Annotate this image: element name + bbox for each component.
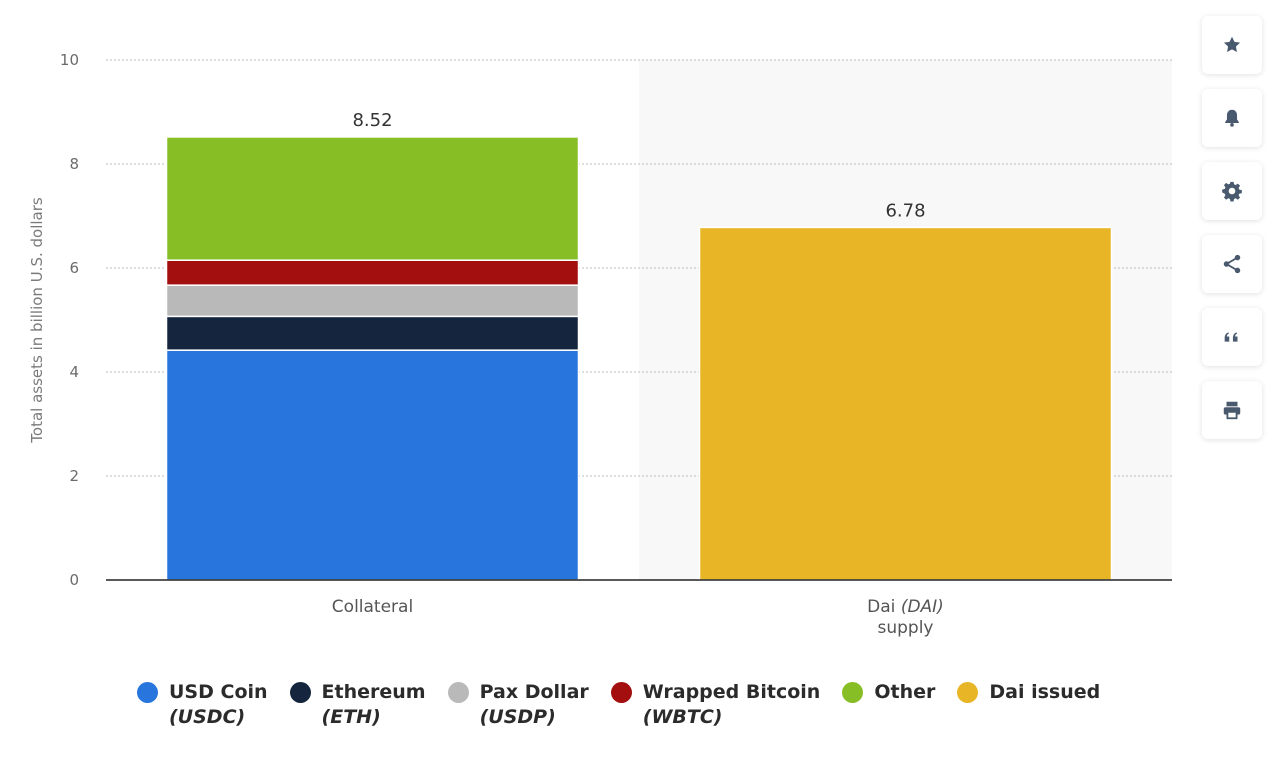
legend-label: Dai issued	[989, 680, 1100, 705]
legend-label: Pax Dollar (USDP)	[480, 680, 589, 730]
print-button[interactable]	[1202, 381, 1262, 439]
gear-icon	[1222, 181, 1242, 202]
legend-name: Ethereum	[321, 681, 426, 703]
bar-segment[interactable]	[165, 259, 580, 286]
legend-name: Pax Dollar	[479, 681, 589, 703]
y-tick-label: 8	[69, 155, 79, 173]
x-category-label: Collateral	[332, 597, 413, 617]
bar-segment[interactable]	[165, 315, 580, 351]
legend-name: Wrapped Bitcoin	[642, 681, 821, 703]
legend-swatch	[447, 682, 469, 703]
quote-icon	[1224, 332, 1238, 342]
cite-button[interactable]	[1202, 308, 1262, 366]
legend-swatch	[610, 682, 632, 703]
x-category-label: Dai (DAI)	[867, 597, 944, 617]
legend-label: Other	[874, 680, 935, 705]
x-axis-categories: Collateral Dai (DAI)supply	[332, 597, 944, 638]
legend-item[interactable]: Ethereum (ETH)	[289, 680, 426, 730]
legend-label: Wrapped Bitcoin (WBTC)	[643, 680, 821, 730]
bar-segment[interactable]	[165, 349, 580, 581]
y-tick-label: 0	[69, 571, 79, 589]
legend-swatch	[289, 682, 311, 703]
legend-swatch	[842, 682, 864, 703]
legend: USD Coin (USDC) Ethereum (ETH) Pax Dollar (US…	[137, 680, 1100, 730]
legend-name: USD Coin	[169, 681, 268, 703]
total-labels: 8.52 6.78	[352, 110, 925, 221]
bars	[165, 136, 1113, 581]
legend-subname: (WBTC)	[642, 706, 723, 728]
legend-subname: (ETH)	[321, 706, 381, 728]
x-category-label-line2: supply	[878, 618, 934, 638]
bar-segment[interactable]	[165, 136, 580, 261]
bar-total-label: 6.78	[885, 200, 925, 221]
legend-swatch	[957, 682, 979, 703]
legend-label: Ethereum (ETH)	[322, 680, 426, 730]
print-icon	[1223, 401, 1241, 420]
bell-icon	[1225, 109, 1239, 127]
legend-item[interactable]: USD Coin (USDC)	[137, 680, 268, 730]
share-icon	[1223, 254, 1241, 274]
legend-subname: (USDC)	[169, 706, 246, 728]
toolbar	[1202, 16, 1262, 439]
legend-item[interactable]: Dai issued	[957, 680, 1100, 705]
legend-item[interactable]: Other	[842, 680, 935, 705]
y-tick-label: 10	[60, 51, 79, 69]
bar-chart: 0 2 4 6 8 10 Total assets in billion U.S. dol…	[28, 51, 1172, 638]
y-tick-label: 2	[69, 467, 79, 485]
legend-item[interactable]: Wrapped Bitcoin (WBTC)	[610, 680, 821, 730]
y-tick-label: 6	[69, 259, 79, 277]
y-axis-ticks: 0 2 4 6 8 10	[60, 51, 79, 589]
bar-segment[interactable]	[698, 226, 1113, 581]
bar-segment[interactable]	[165, 284, 580, 318]
legend-item[interactable]: Pax Dollar (USDP)	[447, 680, 589, 730]
bar-total-label: 8.52	[352, 110, 392, 131]
settings-button[interactable]	[1202, 162, 1262, 220]
favorite-button[interactable]	[1202, 16, 1262, 74]
notification-button[interactable]	[1202, 89, 1262, 147]
legend-label: USD Coin (USDC)	[169, 680, 268, 730]
legend-name: Other	[874, 681, 936, 703]
legend-subname: (USDP)	[479, 706, 556, 728]
share-button[interactable]	[1202, 235, 1262, 293]
legend-name: Dai issued	[989, 681, 1101, 703]
y-tick-label: 4	[69, 363, 79, 381]
y-axis-title: Total assets in billion U.S. dollars	[28, 197, 46, 444]
legend-swatch	[137, 682, 158, 703]
star-icon	[1223, 36, 1241, 53]
